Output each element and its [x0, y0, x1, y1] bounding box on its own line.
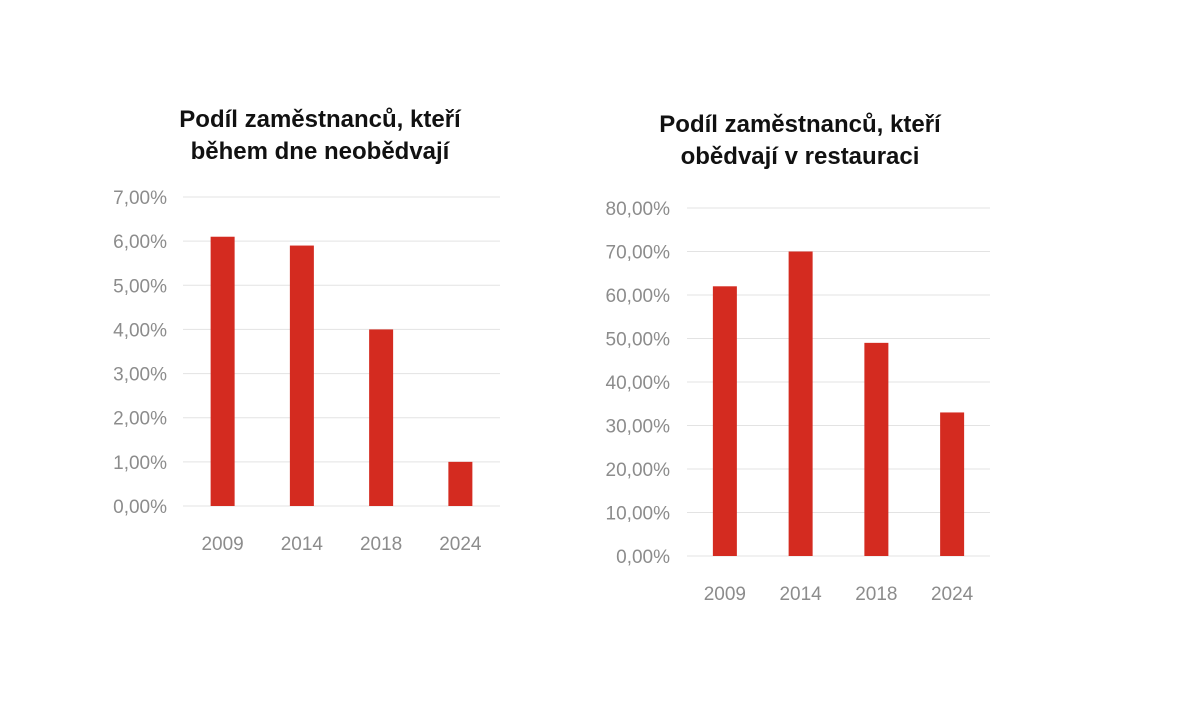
chart-2-xtick-label-2018: 2018	[855, 584, 897, 605]
chart-1-ytick-label-5: 5,00%	[113, 276, 167, 297]
chart-1-ytick-label-2: 2,00%	[113, 409, 167, 430]
chart-1-ytick-label-6: 6,00%	[113, 232, 167, 253]
chart-2-ytick-label-0: 0,00%	[616, 547, 670, 568]
chart-2-xtick-label-2024: 2024	[931, 584, 974, 605]
chart-1-ytick-label-4: 4,00%	[113, 320, 167, 341]
chart-2-ytick-label-4: 40,00%	[606, 373, 671, 394]
chart-1-xtick-label-2009: 2009	[201, 534, 243, 555]
chart-1-title-line-2: během dne neobědvají	[190, 138, 450, 165]
chart-1-xtick-label-2018: 2018	[360, 534, 402, 555]
chart-1-bar-2024	[448, 461, 473, 506]
chart-1-ytick-label-1: 1,00%	[113, 453, 167, 474]
chart-1-xtick-label-2014: 2014	[281, 534, 324, 555]
chart-1-ytick-label-0: 0,00%	[113, 497, 167, 518]
chart-1-bar-2018	[369, 329, 394, 506]
chart-2-bar-2018	[864, 342, 889, 556]
chart-2-ytick-label-1: 10,00%	[606, 504, 671, 525]
chart-1-xtick-label-2024: 2024	[439, 534, 482, 555]
chart-2-xtick-label-2009: 2009	[704, 584, 746, 605]
chart-2-title-line-1: Podíl zaměstnanců, kteří	[659, 111, 941, 138]
chart-2-ytick-label-6: 60,00%	[606, 286, 671, 307]
chart-2-ytick-label-8: 80,00%	[606, 199, 671, 220]
chart-2-bar-2024	[940, 412, 965, 556]
chart-1-bar-2014	[289, 245, 314, 507]
chart-2-title-line-2: obědvají v restauraci	[680, 143, 920, 170]
chart-2-bar-2014	[788, 251, 813, 556]
chart-2-ytick-label-2: 20,00%	[606, 460, 671, 481]
chart-1-bar-2009	[210, 236, 235, 506]
chart-2-ytick-label-5: 50,00%	[606, 330, 671, 351]
chart-2-bar-2009	[712, 286, 737, 556]
chart-1-ytick-label-3: 3,00%	[113, 365, 167, 386]
chart-2-ytick-label-7: 70,00%	[606, 243, 671, 264]
chart-2-ytick-label-3: 30,00%	[606, 417, 671, 438]
chart-1-title: Podíl zaměstnanců, kteří během dne neobě…	[110, 104, 530, 168]
chart-1-title-line-1: Podíl zaměstnanců, kteří	[179, 106, 461, 133]
chart-2-xtick-label-2014: 2014	[779, 584, 822, 605]
chart-2-title: Podíl zaměstnanců, kteří obědvají v rest…	[590, 109, 1010, 173]
chart-1-ytick-label-7: 7,00%	[113, 188, 167, 209]
